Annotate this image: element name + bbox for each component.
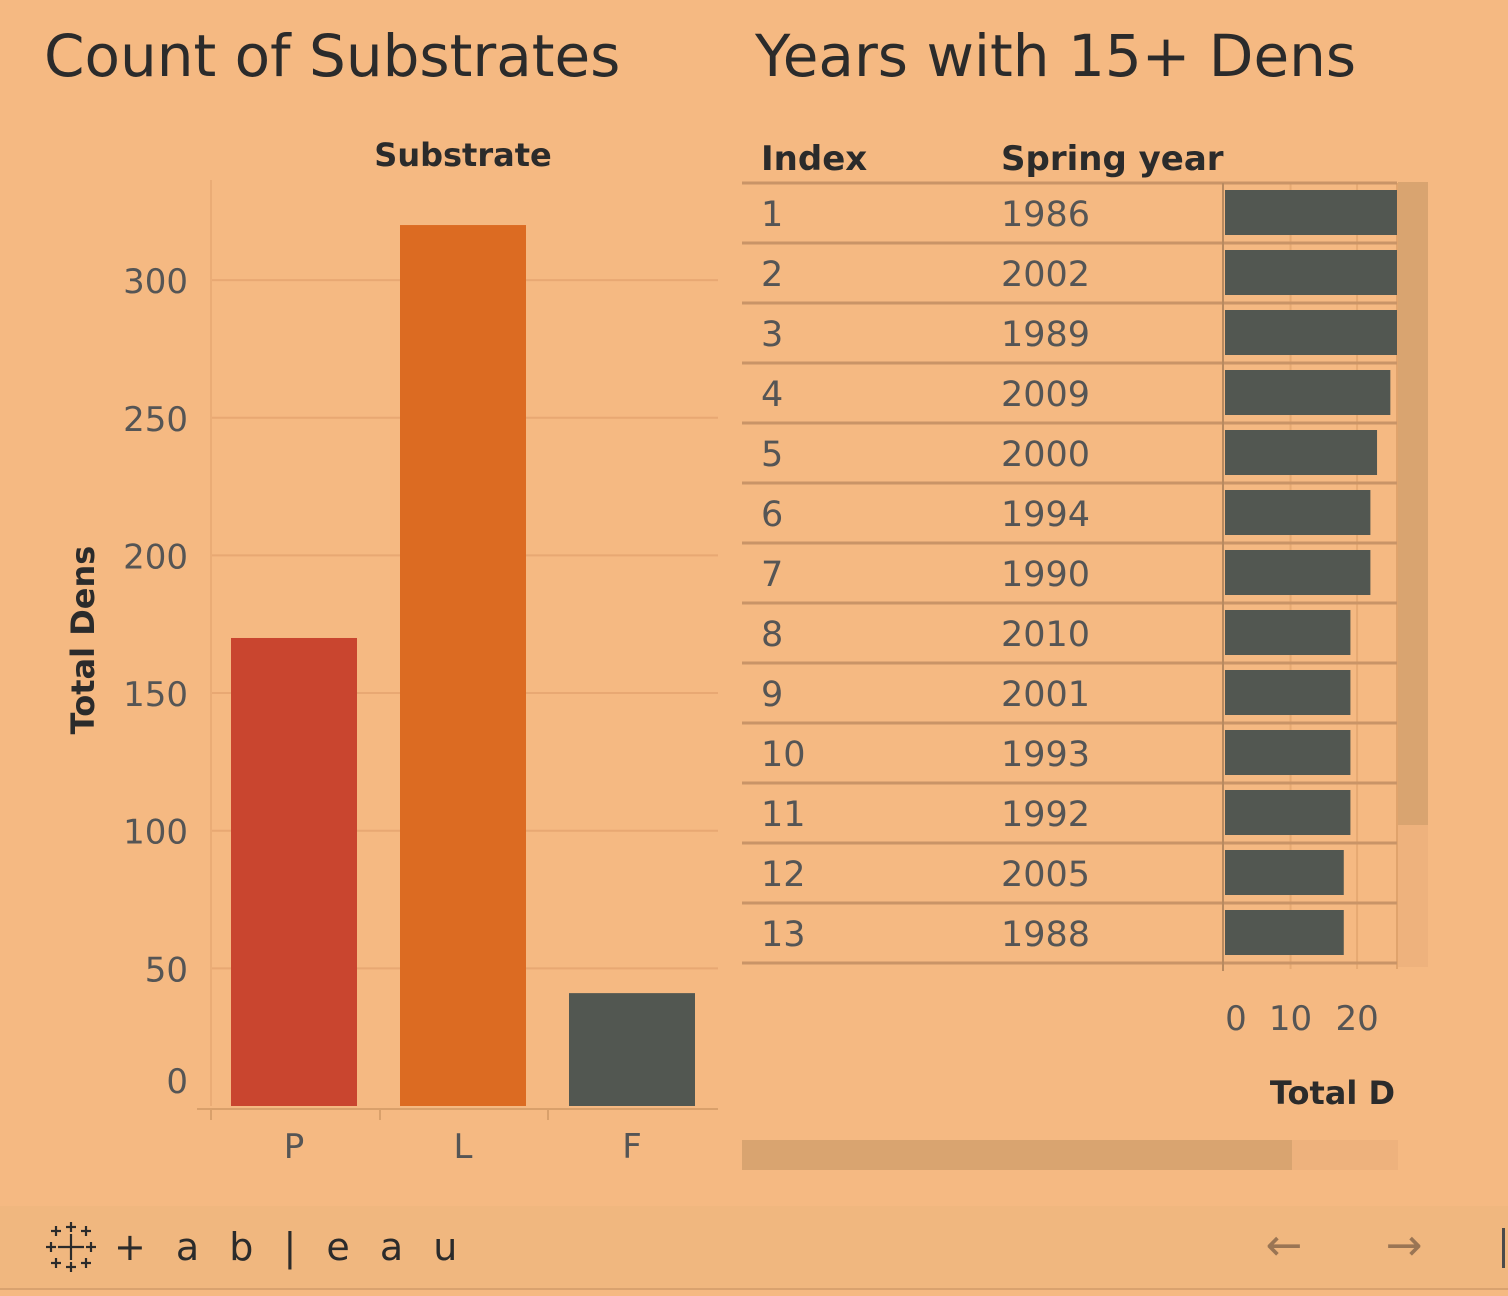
y-tick-label: 300 [123,262,188,302]
row-bar [1225,190,1397,235]
horizontal-scrollbar-thumb[interactable] [742,1140,1292,1170]
x-tick-label: 10 [1269,999,1312,1039]
row-bar [1225,310,1397,355]
forward-arrow-icon[interactable]: → [1385,1220,1423,1271]
row-bar [1225,250,1397,295]
y-tick-label: 0 [166,1062,188,1102]
row-bar [1225,910,1344,955]
row-bar [1225,850,1344,895]
row-index: 1 [761,195,783,235]
row-spring-year: 2009 [1001,375,1090,415]
x-tick-label: 20 [1335,999,1378,1039]
column-header-spring-year: Spring year [1001,139,1224,179]
row-spring-year: 1994 [1001,495,1090,535]
row-index: 2 [761,255,783,295]
bar-p [231,637,357,1106]
y-tick-label: 50 [145,950,188,990]
row-index: 5 [761,435,783,475]
row-index: 3 [761,315,783,355]
row-spring-year: 1986 [1001,195,1090,235]
row-spring-year: 1992 [1001,795,1090,835]
row-spring-year: 1989 [1001,315,1090,355]
y-tick-label: 150 [123,675,188,715]
row-index: 8 [761,615,783,655]
row-bar [1225,490,1371,535]
row-bar [1225,370,1391,415]
y-tick-label: 200 [123,537,188,577]
x-tick-label: P [284,1127,305,1167]
row-spring-year: 1993 [1001,735,1090,775]
row-spring-year: 1988 [1001,915,1090,955]
row-spring-year: 2002 [1001,255,1090,295]
row-index: 6 [761,495,783,535]
tableau-logo-icon [46,1222,96,1272]
row-spring-year: 2005 [1001,855,1090,895]
back-arrow-icon[interactable]: ← [1265,1220,1303,1271]
row-bar [1225,730,1351,775]
row-bar [1225,550,1371,595]
x-tick-label: F [622,1127,642,1167]
row-index: 10 [761,735,806,775]
row-bar [1225,790,1351,835]
row-bar [1225,430,1378,475]
row-bar [1225,670,1351,715]
row-index: 11 [761,795,806,835]
row-index: 7 [761,555,783,595]
bar-l [400,225,526,1107]
y-tick-label: 100 [123,813,188,853]
row-index: 13 [761,915,806,955]
tableau-wordmark: + a b | e a u [114,1225,467,1269]
x-tick-label: 0 [1225,999,1247,1039]
left-chart-title: Count of Substrates [44,22,621,90]
row-bar [1225,610,1351,655]
y-tick-label: 250 [123,400,188,440]
row-spring-year: 2010 [1001,615,1090,655]
row-index: 12 [761,855,806,895]
column-header-substrate: Substrate [374,136,551,174]
panel-edge [1502,1228,1505,1268]
column-header-index: Index [761,139,867,179]
bar-f [569,993,695,1106]
right-chart-title: Years with 15+ Dens [755,22,1357,90]
vertical-scrollbar-thumb[interactable] [1398,182,1428,825]
row-index: 9 [761,675,783,715]
row-spring-year: 2001 [1001,675,1090,715]
x-tick-label: L [454,1127,473,1167]
row-index: 4 [761,375,783,415]
x-axis-label: Total D [1270,1074,1395,1112]
tableau-footer: + a b | e a u ← → [0,1206,1508,1290]
row-spring-year: 1990 [1001,555,1090,595]
y-axis-label: Total Dens [64,546,102,735]
tableau-logo[interactable]: + a b | e a u [44,1220,466,1274]
row-spring-year: 2000 [1001,435,1090,475]
